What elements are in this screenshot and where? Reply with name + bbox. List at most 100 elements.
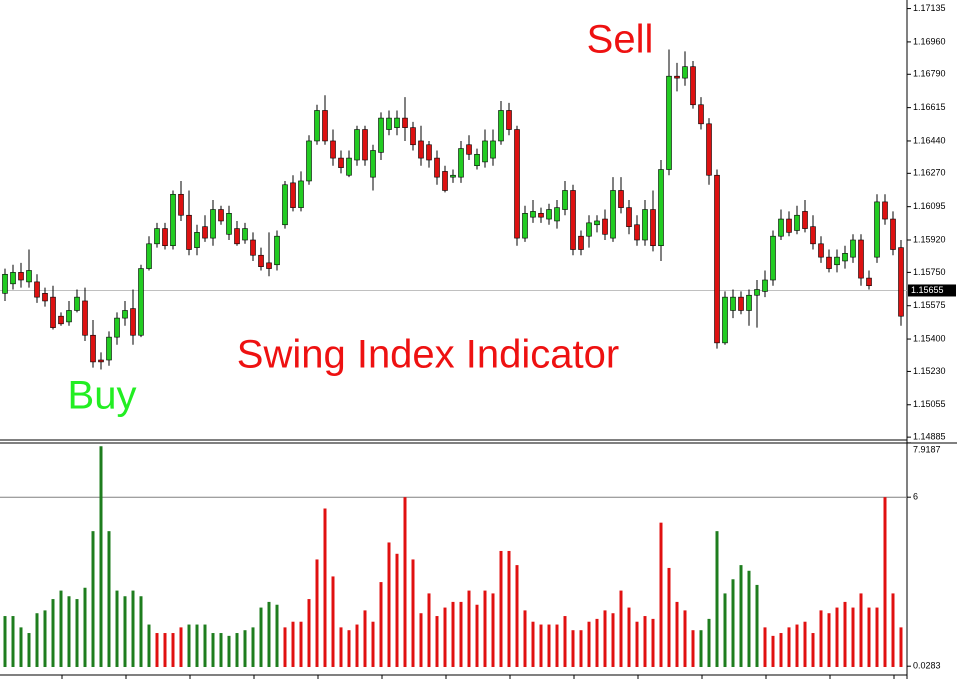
candle-body xyxy=(610,190,616,239)
histogram-bar xyxy=(3,616,7,667)
histogram-bar xyxy=(555,624,559,667)
histogram-bar xyxy=(315,559,319,667)
candle-body xyxy=(810,226,816,245)
y-tick-label: 1.15575 xyxy=(913,300,946,310)
histogram-bar xyxy=(291,621,295,667)
candle-body xyxy=(562,190,568,210)
candle-body xyxy=(482,140,488,163)
candle-body xyxy=(546,209,552,220)
histogram-bar xyxy=(547,624,551,667)
candle-body xyxy=(730,296,736,311)
histogram-bar xyxy=(11,616,15,667)
y-tick-label: 1.15920 xyxy=(913,234,946,244)
histogram-bar xyxy=(299,621,303,667)
histogram-bar xyxy=(59,590,63,667)
histogram-bar xyxy=(619,590,623,667)
histogram-bar xyxy=(811,633,815,667)
candle-body xyxy=(138,268,144,336)
candle-body xyxy=(450,174,456,178)
candle-body xyxy=(786,218,792,233)
y-tick-label: 1.16960 xyxy=(913,36,946,46)
histogram-bar xyxy=(675,601,679,667)
histogram-bar xyxy=(651,618,655,667)
candle-body xyxy=(146,243,152,269)
candle-body xyxy=(410,127,416,146)
candle-body xyxy=(666,75,672,170)
histogram-bar xyxy=(387,542,391,667)
histogram-bar xyxy=(627,607,631,667)
histogram-bar xyxy=(51,599,55,667)
y-tick-label: 1.16615 xyxy=(913,102,946,112)
histogram-bar xyxy=(491,593,495,667)
candle-body xyxy=(466,144,472,155)
current-price-box xyxy=(908,284,956,297)
histogram-bar xyxy=(19,627,23,667)
candle-body xyxy=(66,310,72,323)
histogram-bar xyxy=(859,593,863,667)
candle-body xyxy=(114,317,120,338)
candle-body xyxy=(882,201,888,220)
histogram-bar xyxy=(899,627,903,667)
histogram-bar xyxy=(691,630,695,667)
y-tick-label: 1.15055 xyxy=(913,399,946,409)
histogram-bar xyxy=(91,531,95,667)
histogram-bar xyxy=(427,593,431,667)
candle-body xyxy=(530,211,536,218)
candle-body xyxy=(634,224,640,241)
candle-body xyxy=(578,235,584,250)
histogram-bar xyxy=(835,607,839,667)
candle-body xyxy=(874,201,880,258)
histogram-bar xyxy=(747,570,751,667)
candle-body xyxy=(674,75,680,79)
candle-body xyxy=(122,310,128,319)
candle-body xyxy=(50,296,56,328)
histogram-bar xyxy=(203,624,207,667)
candle-body xyxy=(98,359,104,363)
histogram-bar xyxy=(715,531,719,667)
histogram-bar xyxy=(131,590,135,667)
candle-body xyxy=(106,336,112,361)
candle-body xyxy=(10,272,16,285)
histogram-bar xyxy=(163,633,167,667)
candle-body xyxy=(514,129,520,239)
candle-body xyxy=(770,235,776,281)
histogram-bar xyxy=(235,633,239,667)
histogram-bar xyxy=(107,531,111,667)
annotation: Sell xyxy=(587,18,654,62)
histogram-bar xyxy=(787,627,791,667)
candle-body xyxy=(290,182,296,208)
candle-body xyxy=(162,228,168,247)
histogram-bar xyxy=(531,621,535,667)
candle-body xyxy=(794,214,800,231)
histogram-bar xyxy=(331,576,335,667)
histogram-bar xyxy=(179,627,183,667)
y-tick-label: 6 xyxy=(913,492,918,502)
histogram-bar xyxy=(851,607,855,667)
histogram-bar xyxy=(875,607,879,667)
histogram-bar xyxy=(635,621,639,667)
candle-body xyxy=(394,117,400,128)
histogram-bar xyxy=(171,633,175,667)
histogram-bar xyxy=(251,627,255,667)
candle-body xyxy=(682,66,688,79)
histogram-bar xyxy=(395,553,399,667)
candle-body xyxy=(866,277,872,287)
candle-body xyxy=(90,334,96,363)
candle-body xyxy=(194,232,200,248)
candle-body xyxy=(538,213,544,218)
candle-body xyxy=(618,190,624,208)
candle-body xyxy=(434,157,440,178)
candle-body xyxy=(402,117,408,128)
histogram-bar xyxy=(147,624,151,667)
histogram-bar xyxy=(267,601,271,667)
candle-body xyxy=(442,171,448,191)
histogram-bar xyxy=(123,596,127,667)
histogram-bar xyxy=(595,618,599,667)
histogram-bar xyxy=(723,593,727,667)
candle-body xyxy=(762,279,768,292)
histogram-bar xyxy=(43,610,47,667)
candle-body xyxy=(154,228,160,245)
histogram-bar xyxy=(99,446,103,667)
candle-body xyxy=(498,110,504,142)
histogram-bar xyxy=(227,635,231,667)
